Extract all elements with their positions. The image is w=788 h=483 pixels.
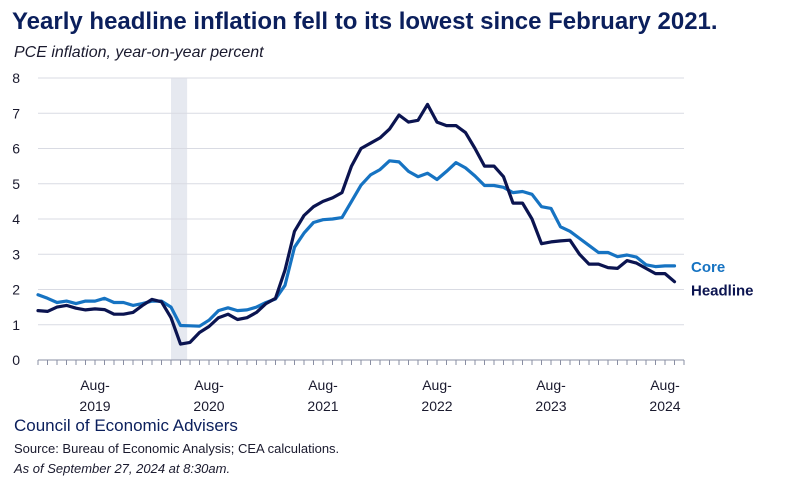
- x-tick-label: 2021: [307, 398, 338, 414]
- y-tick-label: 2: [12, 282, 20, 298]
- y-tick-label: 5: [12, 176, 20, 192]
- y-tick-label: 0: [12, 352, 20, 368]
- series-label-headline: Headline: [691, 283, 754, 300]
- y-tick-label: 3: [12, 246, 20, 262]
- chart-subtitle: PCE inflation, year-on-year percent: [14, 44, 264, 61]
- chart-title: Yearly headline inflation fell to its lo…: [12, 8, 718, 35]
- x-tick-label: Aug-: [650, 377, 680, 393]
- y-tick-label: 4: [12, 211, 20, 227]
- x-tick-label: 2022: [421, 398, 452, 414]
- x-tick-label: Aug-: [422, 377, 452, 393]
- x-tick-label: 2020: [193, 398, 224, 414]
- footer-as-of: As of September 27, 2024 at 8:30am.: [14, 461, 231, 476]
- series-line-headline: [36, 102, 677, 346]
- y-tick-label: 8: [12, 70, 20, 86]
- x-tick-label: 2024: [649, 398, 680, 414]
- x-tick-label: Aug-: [308, 377, 338, 393]
- x-tick-label: 2023: [535, 398, 566, 414]
- y-tick-label: 1: [12, 317, 20, 333]
- x-tick-label: Aug-: [194, 377, 224, 393]
- y-tick-label: 6: [12, 141, 20, 157]
- x-tick-label: Aug-: [80, 377, 110, 393]
- series-label-core: Core: [691, 259, 725, 276]
- x-tick-label: Aug-: [536, 377, 566, 393]
- footer-organization: Council of Economic Advisers: [14, 416, 238, 435]
- y-tick-label: 7: [12, 105, 20, 121]
- series-line-core: [36, 159, 677, 328]
- footer-source: Source: Bureau of Economic Analysis; CEA…: [14, 441, 340, 456]
- x-tick-label: 2019: [79, 398, 110, 414]
